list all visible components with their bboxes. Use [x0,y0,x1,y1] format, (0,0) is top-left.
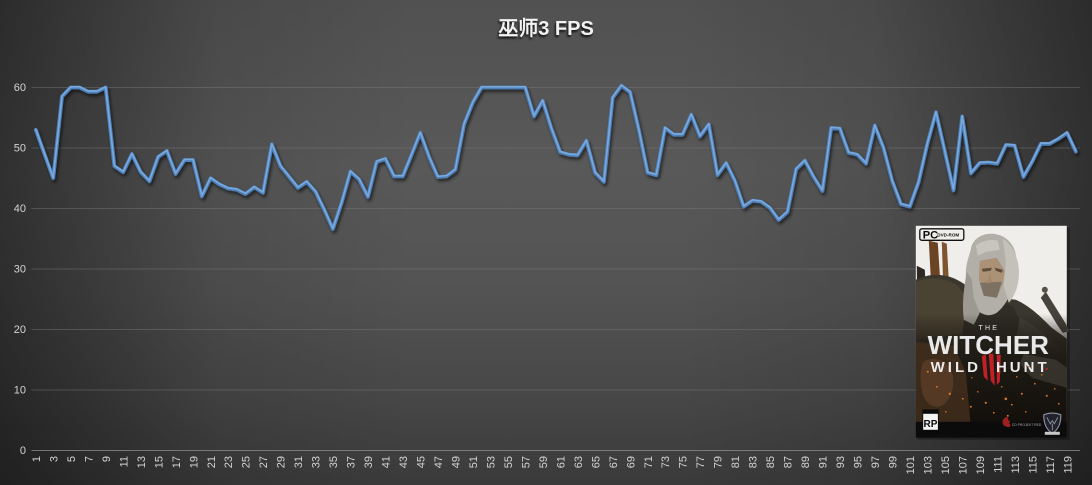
svg-text:60: 60 [14,82,26,94]
svg-text:105: 105 [940,456,952,474]
svg-text:53: 53 [485,456,497,468]
svg-text:51: 51 [468,456,480,468]
svg-text:10: 10 [14,385,26,397]
svg-text:40: 40 [14,203,26,215]
svg-text:55: 55 [503,456,515,468]
svg-text:45: 45 [416,456,428,468]
svg-text:27: 27 [258,456,270,468]
svg-text:49: 49 [451,456,463,468]
svg-text:DVD-ROM: DVD-ROM [937,233,959,238]
svg-text:115: 115 [1027,456,1039,474]
svg-text:PC: PC [923,229,938,241]
svg-text:3: 3 [49,456,61,462]
svg-text:61: 61 [555,456,567,468]
svg-text:WITCHER: WITCHER [928,330,1050,360]
svg-text:50: 50 [14,143,26,155]
svg-text:20: 20 [14,324,26,336]
svg-text:91: 91 [818,456,830,468]
svg-text:35: 35 [328,456,340,468]
svg-text:65: 65 [590,456,602,468]
svg-text:69: 69 [625,456,637,468]
svg-text:71: 71 [643,456,655,468]
svg-text:43: 43 [398,456,410,468]
svg-text:57: 57 [520,456,532,468]
svg-text:103: 103 [923,456,935,474]
svg-text:79: 79 [713,456,725,468]
svg-text:63: 63 [573,456,585,468]
svg-text:73: 73 [660,456,672,468]
svg-text:113: 113 [1010,456,1022,474]
svg-text:17: 17 [171,456,183,468]
svg-text:109: 109 [975,456,987,474]
svg-text:5: 5 [66,456,78,462]
svg-text:25: 25 [241,456,253,468]
svg-text:WILD: WILD [931,359,981,376]
svg-text:83: 83 [748,456,760,468]
svg-text:101: 101 [905,456,917,474]
svg-text:117: 117 [1045,456,1057,474]
svg-text:23: 23 [223,456,235,468]
svg-text:21: 21 [206,456,218,468]
svg-text:97: 97 [870,456,882,468]
svg-text:75: 75 [678,456,690,468]
svg-text:30: 30 [14,264,26,276]
svg-text:93: 93 [835,456,847,468]
svg-text:19: 19 [188,456,200,468]
svg-text:1: 1 [31,456,43,462]
svg-text:47: 47 [433,456,445,468]
svg-text:111: 111 [992,456,1004,473]
svg-text:41: 41 [381,456,393,468]
svg-text:95: 95 [853,456,865,468]
svg-text:0: 0 [20,445,26,457]
svg-text:11: 11 [118,456,130,467]
svg-text:7: 7 [83,456,95,462]
svg-text:33: 33 [311,456,323,468]
svg-text:CD PROJEKT RED: CD PROJEKT RED [1012,423,1042,427]
svg-text:37: 37 [346,456,358,468]
svg-text:81: 81 [730,456,742,468]
svg-text:13: 13 [136,456,148,468]
svg-text:67: 67 [608,456,620,468]
svg-text:THE: THE [978,325,999,332]
svg-text:31: 31 [293,456,305,468]
svg-text:39: 39 [363,456,375,468]
svg-text:9: 9 [101,456,113,462]
svg-text:29: 29 [276,456,288,468]
svg-text:85: 85 [765,456,777,468]
svg-text:99: 99 [888,456,900,468]
svg-text:HUNT: HUNT [996,359,1050,376]
svg-text:87: 87 [783,456,795,468]
svg-text:107: 107 [957,456,969,474]
svg-text:59: 59 [538,456,550,468]
svg-text:119: 119 [1062,456,1074,474]
svg-text:RP: RP [924,419,938,430]
svg-text:77: 77 [695,456,707,468]
svg-text:15: 15 [153,456,165,468]
svg-text:89: 89 [800,456,812,468]
